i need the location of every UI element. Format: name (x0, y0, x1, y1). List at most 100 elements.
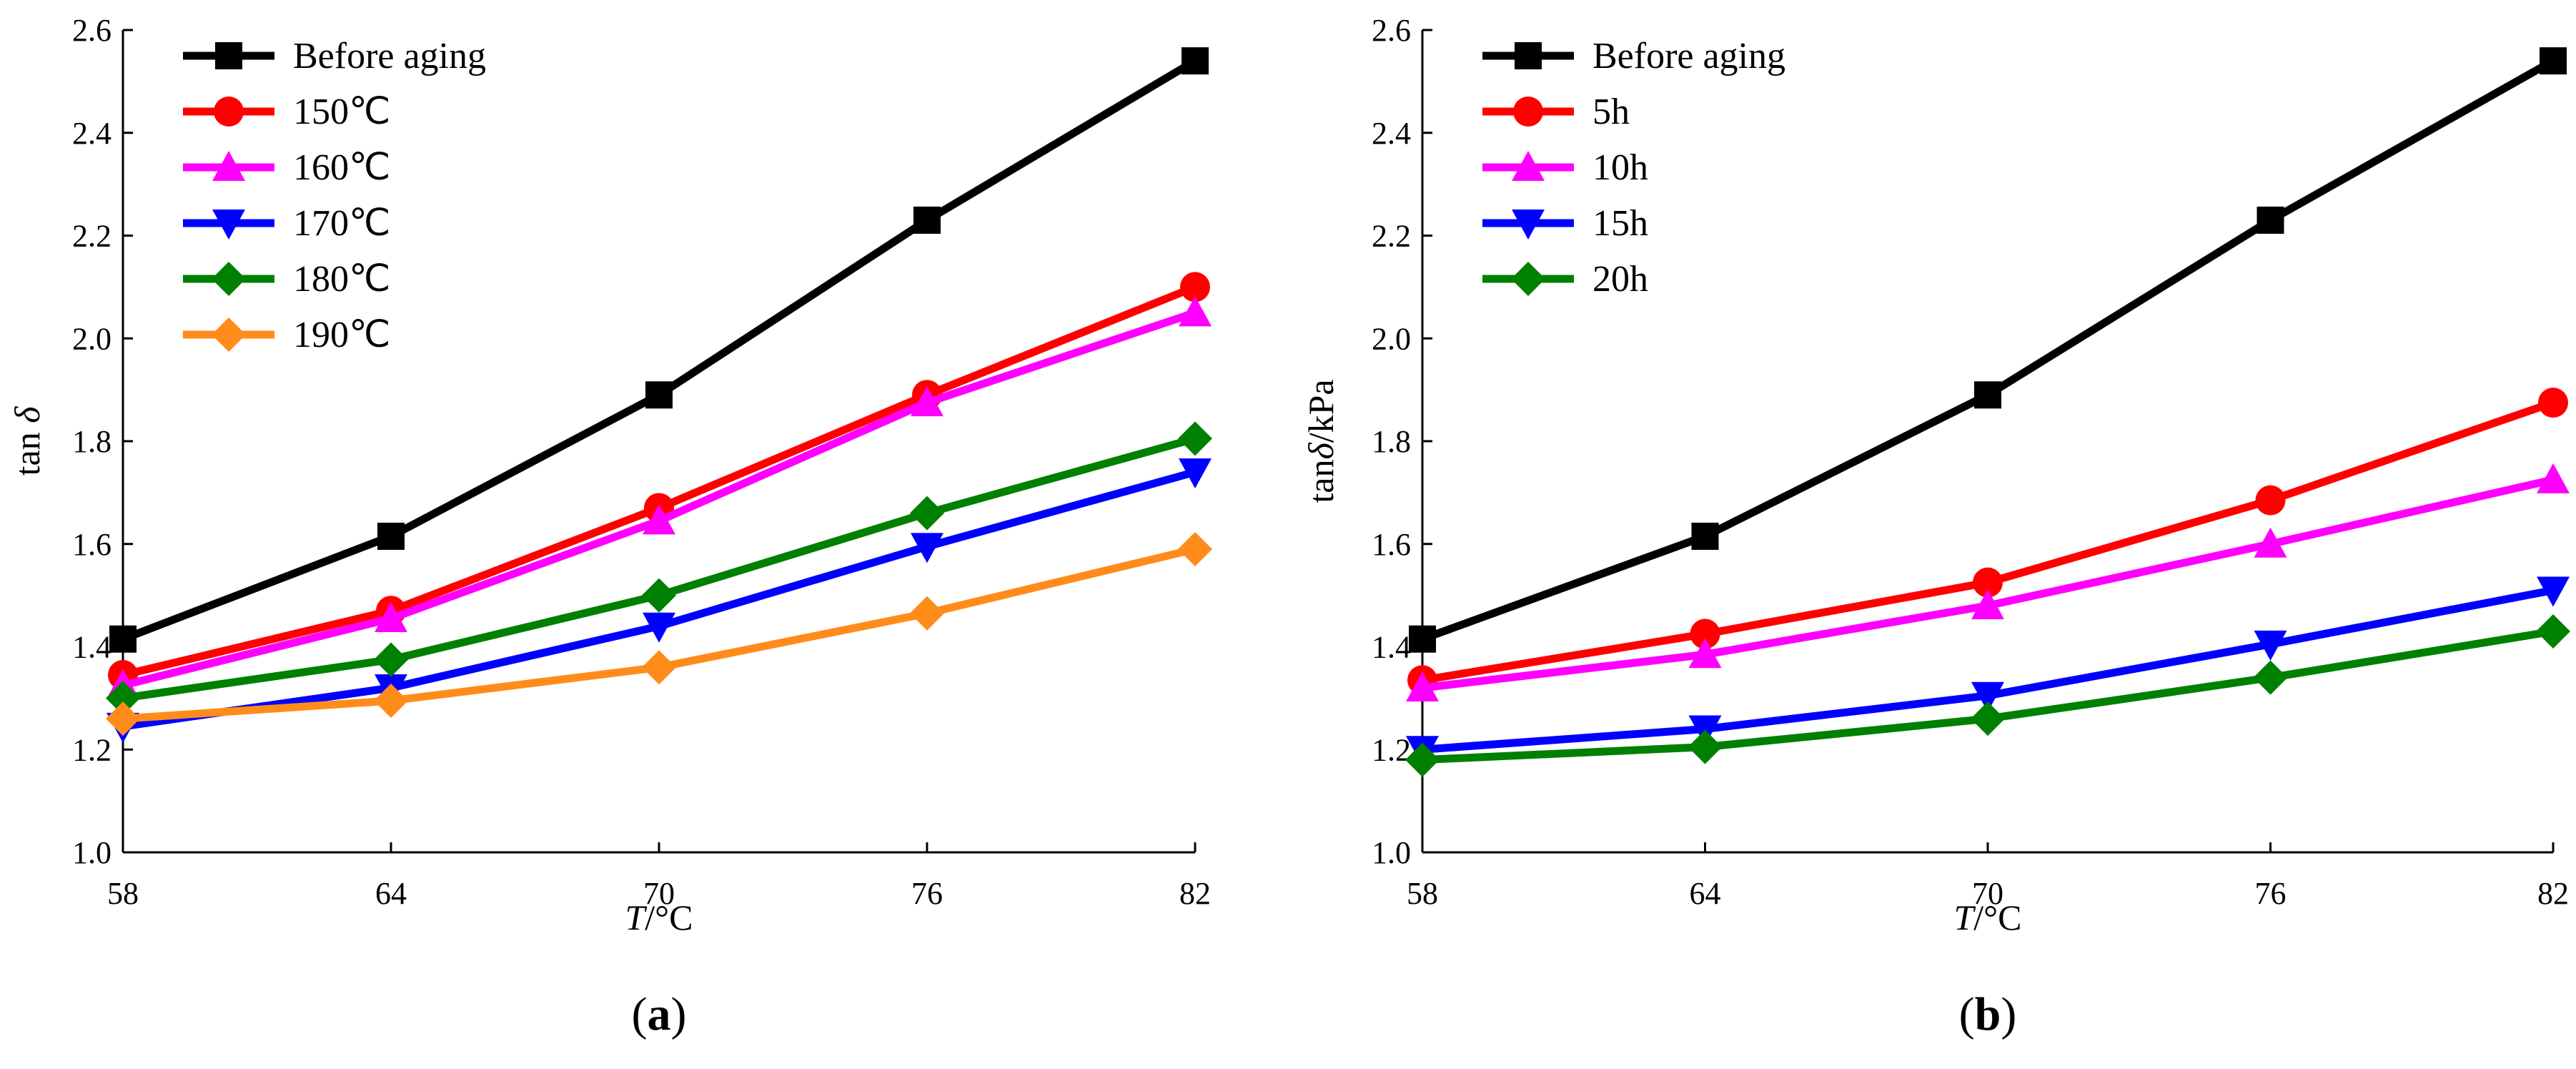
panel-a-y-tick-label: 1.6 (72, 527, 112, 562)
panel-a-legend-label-150: 150℃ (293, 92, 390, 132)
panel-b-data-point-5h (2538, 388, 2568, 418)
panel-b-series-line-5h (1418, 398, 2557, 684)
panel-a-data-point-190 (106, 701, 140, 737)
panel-a-y-tick-label: 1.2 (72, 732, 112, 767)
panel-b-label-close-paren: ) (2001, 988, 2016, 1040)
panel-a-data-point-160 (375, 601, 407, 632)
panel-a-data-point-190 (910, 596, 944, 631)
panel-a-legend-marker-160 (212, 151, 245, 181)
panel-b-data-point-10h (2537, 463, 2570, 493)
panel-a-y-tick-label: 2.4 (72, 116, 112, 151)
panel-b-series-20h (1405, 614, 2570, 777)
panel-a-y-axis-title: tan δ (7, 406, 47, 476)
panel-a-x-tick-label: 76 (911, 876, 943, 911)
panel-a-legend-label-before-aging: Before aging (293, 36, 486, 77)
panel-a-data-point-190 (1178, 531, 1212, 566)
panel-a-legend: Before aging 150℃ 160℃ 170℃ 180℃ 190℃ (183, 36, 486, 355)
panel-a-legend-label-170: 170℃ (293, 203, 390, 244)
panel-b-x-axis-title-unit: /°C (1973, 897, 2021, 937)
panel-b-y-tick-label: 1.2 (1372, 732, 1411, 767)
panel-b-data-point-20h (2253, 660, 2288, 695)
panel-b-data-point-15h (1971, 681, 2004, 712)
panel-b-data-point-5h (1973, 567, 2003, 598)
panel-a-data-point-before-aging (109, 625, 137, 653)
panel-a-data-point-before-aging (913, 206, 941, 234)
panel-a-data-point-170 (911, 533, 943, 563)
panel-a-data-point-before-aging (645, 381, 673, 409)
panel-a-data-point-180 (106, 681, 140, 716)
panel-a-data-point-180 (910, 496, 944, 531)
panel-b-legend: Before aging 5h 10h 15h 20h (1482, 36, 1785, 300)
panel-a-y-tick-label: 2.2 (72, 219, 112, 254)
panel-a-data-point-190 (642, 650, 676, 685)
panel-a-legend-marker-190 (212, 317, 246, 352)
panel-a-data-point-before-aging (377, 522, 405, 550)
panel-b-legend-marker-5h (1513, 97, 1543, 127)
panel-a-y-tick-label: 2.6 (72, 13, 112, 48)
panel-b-x-tick-label: 70 (1972, 876, 2003, 911)
panel-b-y-tick-label: 2.6 (1372, 13, 1411, 48)
chart-panel-b: 1.0 1.2 1.4 1.6 1.8 2.0 2.2 2.4 2.6 58 64 70 76 82 T/°… (1301, 13, 2570, 1040)
panel-a-legend-label-190: 190℃ (293, 315, 390, 355)
panel-b-data-point-before-aging (1409, 625, 1436, 653)
panel-b-y-tick-label: 1.8 (1372, 424, 1411, 459)
panel-a-x-tick-label: 82 (1179, 876, 1211, 911)
panel-b-x-tick-label: 76 (2255, 876, 2287, 911)
panel-b-data-point-10h (1971, 589, 2004, 619)
panel-b-y-axis-title-unit: /kPa (1301, 379, 1341, 443)
panel-b-y-tick-label: 1.4 (1372, 630, 1411, 665)
panel-a-series-180 (106, 421, 1212, 716)
panel-b-y-axis-title-symbol: δ (1301, 443, 1341, 460)
panel-a-x-tick-label: 70 (643, 876, 675, 911)
panel-a-x-axis-title-variable: T (625, 897, 647, 937)
panel-b-data-point-before-aging (1974, 381, 2001, 409)
panel-a-y-axis-title-main: tan (7, 423, 47, 476)
panel-a-data-point-160 (643, 504, 675, 535)
panel-b-data-point-5h (1690, 619, 1720, 649)
panel-a-label: (a) (632, 988, 687, 1040)
panel-b-x-axis-title-variable: T (1953, 897, 1976, 937)
panel-a-data-point-180 (374, 642, 408, 677)
panel-a-data-point-160 (911, 386, 943, 417)
panel-a-label-close-paren: ) (671, 988, 687, 1040)
panel-b-x-tick-label: 58 (1407, 876, 1438, 911)
panel-a-data-point-before-aging (1182, 47, 1209, 75)
chart-panel-a: 1.0 1.2 1.4 1.6 1.8 2.0 2.2 2.4 2.6 58 64 70 76 82 T/°… (7, 13, 1212, 1040)
panel-b-legend-marker-15h (1512, 210, 1545, 240)
panel-a-data-point-180 (642, 578, 676, 613)
panel-b-data-point-10h (1688, 638, 1722, 669)
panel-a-label-open-paren: ( (632, 988, 648, 1040)
panel-b-legend-label-20h: 20h (1592, 259, 1648, 300)
panel-b-data-point-20h (1405, 742, 1440, 777)
panel-a-legend-marker-180 (212, 262, 246, 296)
panel-a-x-axis-title-unit: /°C (645, 897, 693, 937)
panel-b-x-axis-title: T/°C (1953, 897, 2021, 937)
panel-b-data-point-20h (2536, 614, 2570, 649)
panel-a-y-tick-label: 1.0 (72, 835, 112, 870)
panel-b-legend-label-before-aging: Before aging (1592, 36, 1785, 77)
panel-b-x-tick-label: 82 (2537, 876, 2569, 911)
panel-b-legend-label-10h: 10h (1592, 147, 1648, 188)
panel-b-data-point-10h (1406, 671, 1439, 701)
panel-b-series-before-aging (1409, 47, 2567, 653)
panel-a-legend-marker-150 (214, 97, 244, 127)
panel-b-label-letter: b (1975, 988, 2001, 1040)
panel-b-label-open-paren: ( (1959, 988, 1975, 1040)
panel-a-data-point-170 (643, 612, 675, 643)
panel-a-data-point-150 (1180, 272, 1210, 302)
panel-b-data-point-5h (2255, 485, 2286, 516)
panel-a-data-point-180 (1178, 421, 1212, 456)
panel-a-y-tick-label: 1.8 (72, 424, 112, 459)
panel-b-data-point-20h (1971, 701, 2005, 737)
panel-a-legend-marker-before-aging (215, 42, 242, 69)
panel-a-legend-label-180: 180℃ (293, 259, 390, 300)
panel-a-series-before-aging (109, 47, 1209, 653)
panel-b-y-tick-label: 2.0 (1372, 321, 1411, 356)
panel-a-data-point-170 (1179, 458, 1212, 489)
panel-a-data-point-190 (374, 683, 408, 718)
panel-b-data-point-15h (2537, 576, 2570, 607)
panel-b-data-point-before-aging (2540, 47, 2567, 75)
panel-b-label: (b) (1959, 988, 2017, 1040)
panel-b-y-tick-label: 1.6 (1372, 527, 1411, 562)
